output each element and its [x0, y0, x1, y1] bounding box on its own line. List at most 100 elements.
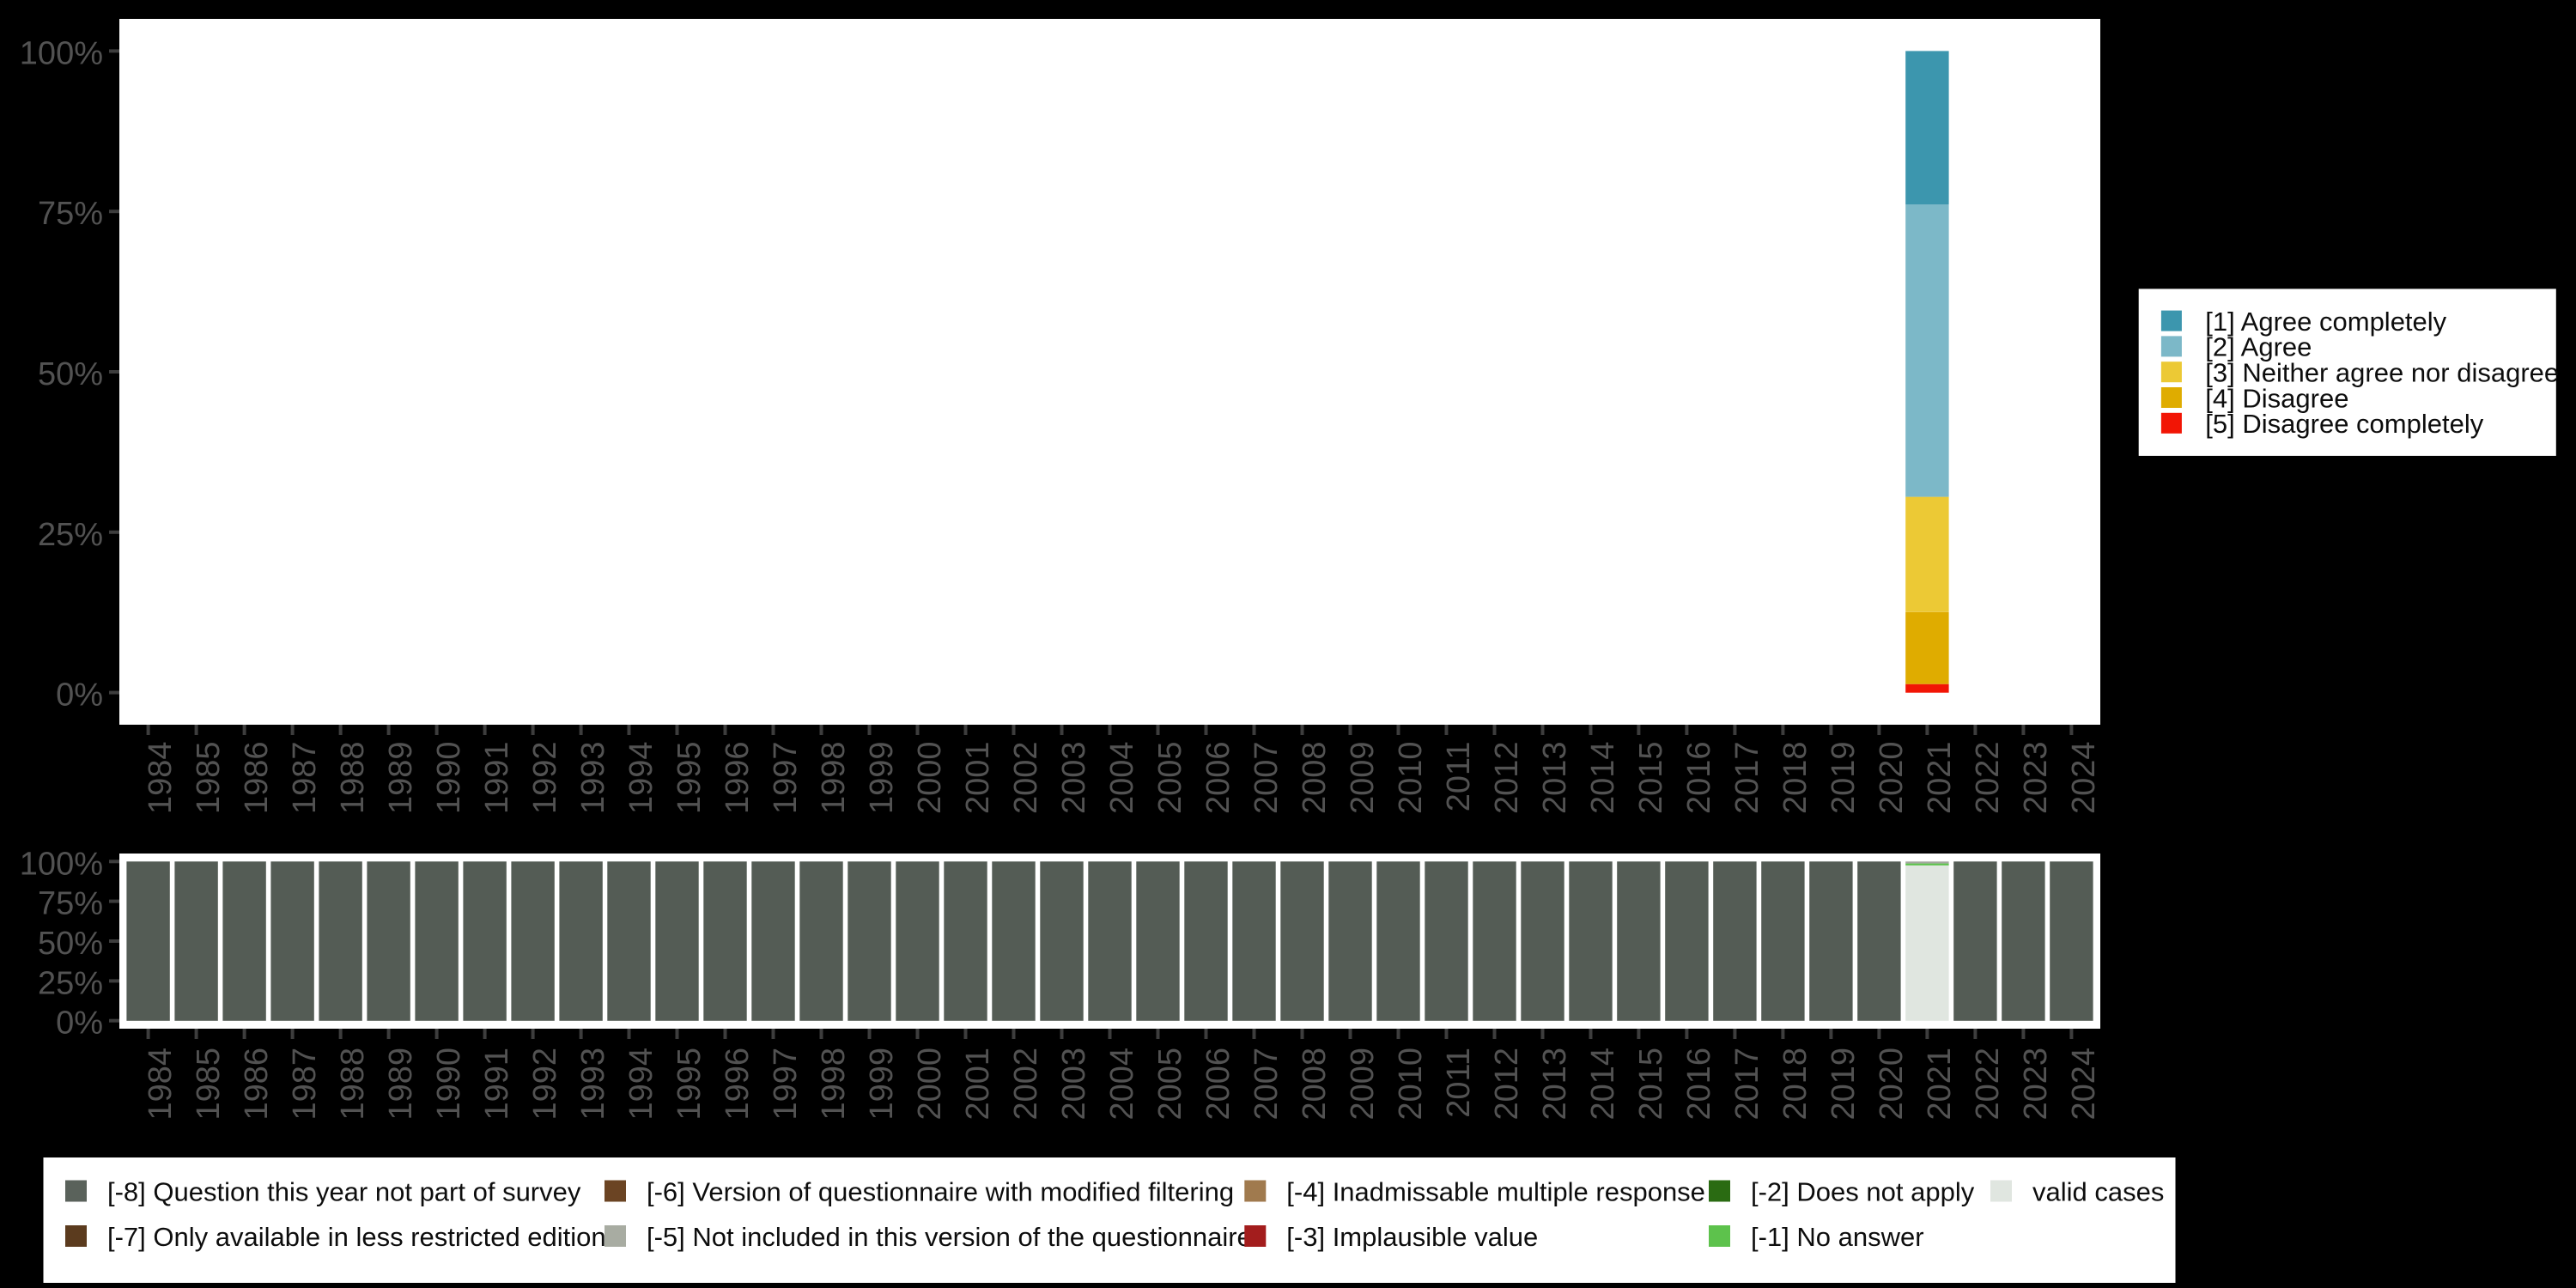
svg-text:2016: 2016: [1681, 742, 1717, 815]
svg-text:2001: 2001: [960, 1048, 996, 1121]
svg-text:1992: 1992: [527, 742, 563, 815]
svg-text:100%: 100%: [20, 846, 103, 882]
svg-text:2010: 2010: [1393, 742, 1429, 815]
svg-text:2003: 2003: [1056, 1048, 1092, 1121]
svg-text:[-2] Does not apply: [-2] Does not apply: [1751, 1176, 1975, 1206]
svg-text:25%: 25%: [38, 965, 103, 1001]
svg-text:2001: 2001: [960, 742, 996, 815]
svg-text:2015: 2015: [1633, 1048, 1669, 1121]
svg-text:2015: 2015: [1633, 742, 1669, 815]
svg-text:2011: 2011: [1441, 1048, 1477, 1118]
svg-text:1988: 1988: [335, 742, 371, 815]
svg-text:1989: 1989: [383, 742, 419, 815]
svg-text:[-1] No answer: [-1] No answer: [1751, 1222, 1924, 1252]
svg-text:1997: 1997: [768, 1048, 804, 1121]
svg-text:2019: 2019: [1826, 1048, 1862, 1121]
svg-text:1984: 1984: [143, 1048, 179, 1121]
svg-text:2024: 2024: [2066, 742, 2102, 815]
svg-text:2013: 2013: [1537, 742, 1573, 815]
svg-text:[-8] Question this year not pa: [-8] Question this year not part of surv…: [107, 1176, 581, 1206]
svg-text:2006: 2006: [1200, 1048, 1236, 1121]
svg-text:2012: 2012: [1489, 1048, 1525, 1121]
svg-text:0%: 0%: [56, 1005, 103, 1042]
svg-text:2017: 2017: [1729, 742, 1765, 815]
svg-text:1985: 1985: [191, 1048, 227, 1121]
svg-text:2024: 2024: [2066, 1048, 2102, 1121]
svg-text:2020: 2020: [1874, 742, 1910, 815]
svg-text:1989: 1989: [383, 1048, 419, 1121]
svg-text:2017: 2017: [1729, 1048, 1765, 1121]
svg-text:2012: 2012: [1489, 742, 1525, 815]
svg-text:2023: 2023: [2018, 1048, 2054, 1121]
svg-text:0%: 0%: [56, 677, 103, 714]
svg-text:2008: 2008: [1297, 742, 1333, 815]
svg-text:2021: 2021: [1922, 742, 1958, 815]
svg-text:2022: 2022: [1970, 742, 2006, 815]
svg-text:2009: 2009: [1345, 1048, 1381, 1121]
svg-text:2002: 2002: [1008, 1048, 1044, 1121]
svg-text:1998: 1998: [816, 1048, 852, 1121]
svg-text:2014: 2014: [1585, 742, 1621, 815]
svg-text:1993: 1993: [575, 1048, 611, 1121]
svg-text:100%: 100%: [20, 35, 103, 71]
svg-text:2004: 2004: [1104, 742, 1140, 815]
svg-text:1986: 1986: [239, 1048, 275, 1121]
svg-text:1993: 1993: [575, 742, 611, 815]
svg-text:[1] Agree completely: [1] Agree completely: [2205, 307, 2446, 337]
svg-text:2003: 2003: [1056, 742, 1092, 815]
svg-text:[-7] Only available in less re: [-7] Only available in less restricted e…: [107, 1222, 606, 1252]
svg-text:2011: 2011: [1441, 742, 1477, 812]
svg-text:2020: 2020: [1874, 1048, 1910, 1121]
svg-text:2016: 2016: [1681, 1048, 1717, 1121]
svg-text:2009: 2009: [1345, 742, 1381, 815]
svg-text:2006: 2006: [1200, 742, 1236, 815]
svg-text:2002: 2002: [1008, 742, 1044, 815]
svg-text:1987: 1987: [287, 742, 323, 815]
svg-text:1996: 1996: [720, 742, 756, 815]
svg-text:2014: 2014: [1585, 1048, 1621, 1121]
svg-text:[2] Agree: [2] Agree: [2205, 332, 2312, 362]
svg-text:1991: 1991: [479, 1048, 515, 1121]
svg-text:[4] Disagree: [4] Disagree: [2205, 383, 2348, 413]
svg-text:2004: 2004: [1104, 1048, 1140, 1121]
svg-text:75%: 75%: [38, 886, 103, 922]
svg-text:2023: 2023: [2018, 742, 2054, 815]
svg-text:1998: 1998: [816, 742, 852, 815]
svg-text:1984: 1984: [143, 742, 179, 815]
svg-text:2008: 2008: [1297, 1048, 1333, 1121]
svg-text:2010: 2010: [1393, 1048, 1429, 1121]
svg-text:2005: 2005: [1152, 1048, 1188, 1121]
svg-text:2022: 2022: [1970, 1048, 2006, 1121]
svg-text:2007: 2007: [1249, 742, 1285, 815]
svg-text:1999: 1999: [864, 742, 900, 815]
svg-text:1985: 1985: [191, 742, 227, 815]
svg-text:25%: 25%: [38, 517, 103, 553]
svg-text:2013: 2013: [1537, 1048, 1573, 1121]
svg-text:2018: 2018: [1777, 742, 1814, 815]
svg-text:2007: 2007: [1249, 1048, 1285, 1121]
svg-text:50%: 50%: [38, 926, 103, 962]
svg-text:50%: 50%: [38, 356, 103, 392]
svg-text:1991: 1991: [479, 742, 515, 815]
svg-text:[-3] Implausible value: [-3] Implausible value: [1286, 1222, 1538, 1252]
svg-text:75%: 75%: [38, 196, 103, 232]
svg-text:1994: 1994: [623, 742, 659, 815]
svg-text:1996: 1996: [720, 1048, 756, 1121]
svg-text:1990: 1990: [431, 742, 467, 815]
svg-text:2000: 2000: [912, 742, 948, 815]
svg-text:2021: 2021: [1922, 1048, 1958, 1121]
svg-text:1999: 1999: [864, 1048, 900, 1121]
svg-text:1986: 1986: [239, 742, 275, 815]
svg-text:[-6] Version of questionnaire: [-6] Version of questionnaire with modif…: [647, 1176, 1234, 1206]
svg-text:2000: 2000: [912, 1048, 948, 1121]
svg-text:1997: 1997: [768, 742, 804, 815]
svg-text:1990: 1990: [431, 1048, 467, 1121]
svg-text:2005: 2005: [1152, 742, 1188, 815]
svg-text:1995: 1995: [671, 1048, 708, 1121]
svg-text:2018: 2018: [1777, 1048, 1814, 1121]
svg-text:[-5] Not included in this vers: [-5] Not included in this version of the…: [647, 1222, 1252, 1252]
svg-text:1988: 1988: [335, 1048, 371, 1121]
svg-text:2019: 2019: [1826, 742, 1862, 815]
svg-text:1992: 1992: [527, 1048, 563, 1121]
svg-text:1995: 1995: [671, 742, 708, 815]
